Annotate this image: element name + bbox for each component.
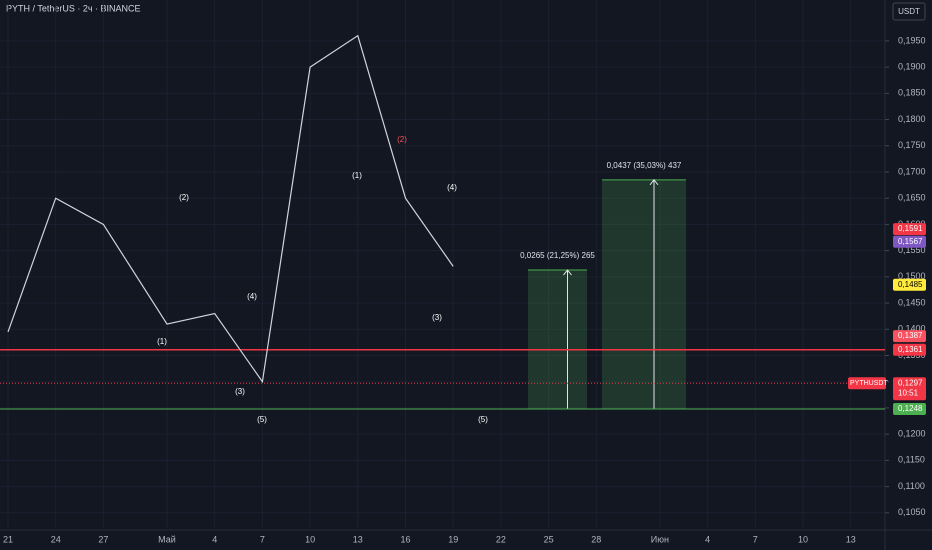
last-price-timer: 10:51 <box>898 388 919 397</box>
y-tick-label: 0,1900 <box>898 61 926 71</box>
price-label: 0,1591 <box>898 224 923 233</box>
price-label-box <box>893 343 926 356</box>
last-price-name-box <box>848 377 886 390</box>
x-tick-label: 19 <box>448 534 458 544</box>
wave-label: (3) <box>235 387 245 396</box>
last-price-name: PYTHUSDT <box>850 380 888 387</box>
wave-label: (2) <box>179 193 189 202</box>
wave-label: (1) <box>352 171 362 180</box>
price-label: 0,1387 <box>898 331 923 340</box>
y-tick-label: 0,1750 <box>898 140 926 150</box>
y-tick-label: 0,1950 <box>898 35 926 45</box>
y-tick-label: 0,1450 <box>898 297 926 307</box>
wave-label: (5) <box>478 415 488 424</box>
x-tick-label: 28 <box>591 534 601 544</box>
x-tick-label: 4 <box>212 534 217 544</box>
x-tick-label: 10 <box>798 534 808 544</box>
projection-arrowhead <box>649 179 659 186</box>
y-tick-label: 0,1500 <box>898 271 926 281</box>
x-tick-label: 10 <box>305 534 315 544</box>
x-tick-label: 13 <box>353 534 363 544</box>
y-tick-label: 0,1800 <box>898 114 926 124</box>
projection-label: 0,0437 (35,03%) 437 <box>607 161 682 170</box>
last-price-box <box>893 377 926 401</box>
price-label-box <box>893 235 926 248</box>
price-label: 0,1567 <box>898 237 923 246</box>
y-tick-label: 0,1400 <box>898 324 926 334</box>
wave-label: (3) <box>432 313 442 322</box>
projection-box <box>602 179 686 409</box>
y-tick-label: 0,1150 <box>898 455 925 465</box>
x-tick-label: 4 <box>705 534 710 544</box>
price-line <box>7 34 454 384</box>
x-tick-label: 27 <box>98 534 108 544</box>
price-label: 0,1485 <box>898 280 923 289</box>
price-label-box <box>893 223 926 236</box>
wave-label: (4) <box>447 183 457 192</box>
x-tick-label: Июн <box>651 534 669 544</box>
y-tick-label: 0,1550 <box>898 245 926 255</box>
y-tick-label: 0,1100 <box>898 481 925 491</box>
x-tick-label: 7 <box>260 534 265 544</box>
price-label-box <box>893 278 926 291</box>
x-tick-label: 25 <box>544 534 554 544</box>
price-label-box <box>893 402 926 415</box>
y-tick-label: 0,1650 <box>898 193 926 203</box>
x-tick-label: Май <box>158 534 176 544</box>
wave-label: (4) <box>247 292 257 301</box>
wave-label: (1) <box>157 337 167 346</box>
x-tick-label: 13 <box>846 534 856 544</box>
projection-label: 0,0265 (21,25%) 265 <box>520 251 595 260</box>
price-label: 0,1248 <box>898 404 923 413</box>
price-label-box <box>893 330 926 343</box>
x-tick-label: 7 <box>753 534 758 544</box>
y-tick-label: 0,1050 <box>898 507 926 517</box>
x-tick-label: 16 <box>400 534 410 544</box>
x-tick-label: 24 <box>51 534 61 544</box>
chart-title: PYTH / TetherUS · 2ч · BINANCE <box>6 3 141 13</box>
x-tick-label: 22 <box>496 534 506 544</box>
currency-box <box>892 2 926 21</box>
y-tick-label: 0,1200 <box>898 429 926 439</box>
wave-label: (5) <box>257 415 267 424</box>
currency[interactable]: USDT <box>898 7 920 16</box>
price-label: 0,1361 <box>898 345 923 354</box>
x-tick-label: 21 <box>3 534 13 544</box>
last-price-label: 0,1297 <box>898 378 923 387</box>
wave-label: (2) <box>397 135 407 144</box>
projection-arrowhead <box>563 269 572 276</box>
y-tick-label: 0,1850 <box>898 88 926 98</box>
y-tick-label: 0,1700 <box>898 166 926 176</box>
projection-box <box>528 270 587 409</box>
